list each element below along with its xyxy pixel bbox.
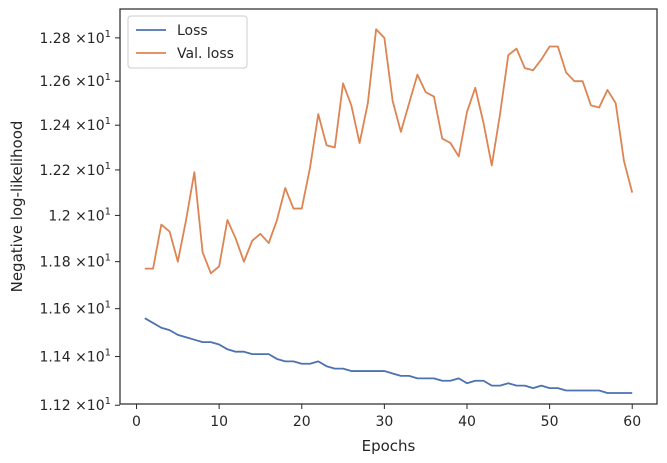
x-tick-label: 10	[210, 414, 228, 430]
x-tick-label: 50	[541, 414, 559, 430]
legend-label-loss: Loss	[177, 23, 208, 39]
y-tick-label: 1.24 ×101	[39, 116, 111, 134]
y-tick-label: 1.18 ×101	[39, 253, 111, 271]
y-tick-label: 1.12 ×101	[39, 396, 111, 414]
series-line-loss	[144, 317, 633, 394]
x-tick-label: 40	[458, 414, 476, 430]
legend-box	[127, 15, 248, 69]
x-tick-label: 20	[293, 414, 311, 430]
y-tick-label: 1.2 ×101	[48, 206, 111, 224]
x-tick-label: 0	[132, 414, 141, 430]
y-axis-label: Negative log-likelihood	[8, 121, 26, 293]
x-axis-label: Epochs	[362, 437, 416, 455]
y-tick-label: 1.28 ×101	[39, 29, 111, 47]
series-line-val-loss	[144, 28, 634, 275]
x-tick-label: 60	[623, 414, 641, 430]
y-tick-label: 1.22 ×101	[39, 161, 111, 179]
legend-label-val-loss: Val. loss	[177, 46, 234, 62]
y-tick-label: 1.26 ×101	[39, 72, 111, 90]
y-tick-label: 1.16 ×101	[39, 300, 111, 318]
x-tick-label: 30	[375, 414, 393, 430]
y-tick-label: 1.14 ×101	[39, 348, 111, 366]
legend: Loss Val. loss	[127, 15, 248, 69]
